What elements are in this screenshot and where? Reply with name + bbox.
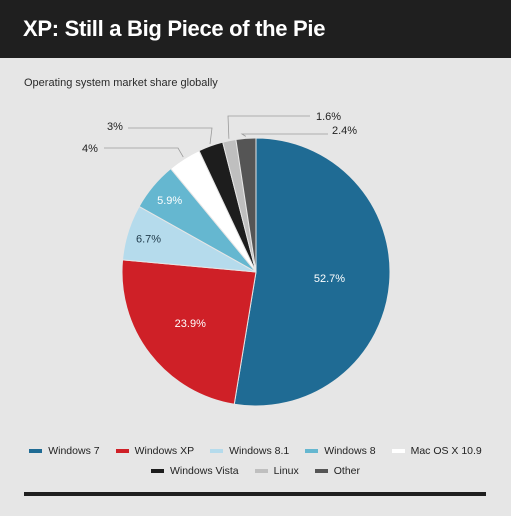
leader-line-mac-os-x-10-9 <box>104 147 184 158</box>
pie-chart: 52.7% 23.9% 6.7% 5.9% 4% 3% 1.6% 2.4% <box>82 111 391 407</box>
legend-swatch <box>29 449 43 453</box>
chart-legend: Windows 7 Windows XP Windows 8.1 Windows 8 M… <box>0 445 511 485</box>
footer-divider <box>24 492 486 496</box>
pie-slices <box>121 137 391 407</box>
chart-title-bar: XP: Still a Big Piece of the Pie <box>0 0 511 58</box>
slice-label-linux: 1.6% <box>316 111 341 123</box>
legend-row: Windows Vista Linux Other <box>0 465 511 477</box>
legend-item-windows-7: Windows 7 <box>29 445 100 457</box>
legend-label: Windows 8 <box>324 445 376 457</box>
legend-item-windows-vista: Windows Vista <box>150 465 239 477</box>
legend-swatch <box>254 469 268 473</box>
slice-label-mac-os-x-10-9: 4% <box>82 143 98 155</box>
legend-row: Windows 7 Windows XP Windows 8.1 Windows 8 M… <box>0 445 511 457</box>
leader-line-windows-vista <box>128 127 213 145</box>
legend-item-windows-xp: Windows XP <box>115 445 195 457</box>
pie-slice-windows-7 <box>233 137 391 407</box>
legend-swatch <box>150 469 164 473</box>
chart-title: XP: Still a Big Piece of the Pie <box>23 16 326 41</box>
slice-label-windows-xp: 23.9% <box>175 318 206 330</box>
legend-label: Windows 8.1 <box>229 445 290 457</box>
slice-label-windows-7: 52.7% <box>314 273 345 285</box>
pie-slice-other <box>235 137 257 273</box>
legend-item-other: Other <box>314 465 361 477</box>
slice-labels: 52.7% 23.9% 6.7% 5.9% 4% 3% 1.6% 2.4% <box>82 111 357 330</box>
legend-item-windows-8-1: Windows 8.1 <box>210 445 289 457</box>
legend-label: Other <box>333 465 361 477</box>
legend-swatch <box>210 449 224 453</box>
slice-label-windows-vista: 3% <box>107 121 123 133</box>
legend-item-mac-os-x-10-9: Mac OS X 10.9 <box>391 445 482 457</box>
legend-swatch <box>391 449 405 453</box>
legend-label: Windows XP <box>134 445 195 457</box>
legend-label: Windows Vista <box>169 465 239 477</box>
slice-label-windows-8-1: 6.7% <box>136 234 161 246</box>
legend-swatch <box>305 449 319 453</box>
legend-item-windows-8: Windows 8 <box>305 445 376 457</box>
legend-swatch <box>314 469 328 473</box>
legend-item-linux: Linux <box>254 465 299 477</box>
slice-label-windows-8: 5.9% <box>157 195 182 207</box>
legend-swatch <box>115 449 129 453</box>
leader-line-linux <box>227 115 310 139</box>
chart-subtitle: Operating system market share globally <box>24 77 218 89</box>
leader-line-other <box>240 133 328 137</box>
pie-slice-windows-xp <box>121 259 257 405</box>
legend-label: Windows 7 <box>48 445 100 457</box>
callout-leader-lines <box>104 115 328 158</box>
legend-label: Mac OS X 10.9 <box>410 445 482 457</box>
legend-label: Linux <box>273 465 299 477</box>
slice-label-other: 2.4% <box>332 125 357 137</box>
